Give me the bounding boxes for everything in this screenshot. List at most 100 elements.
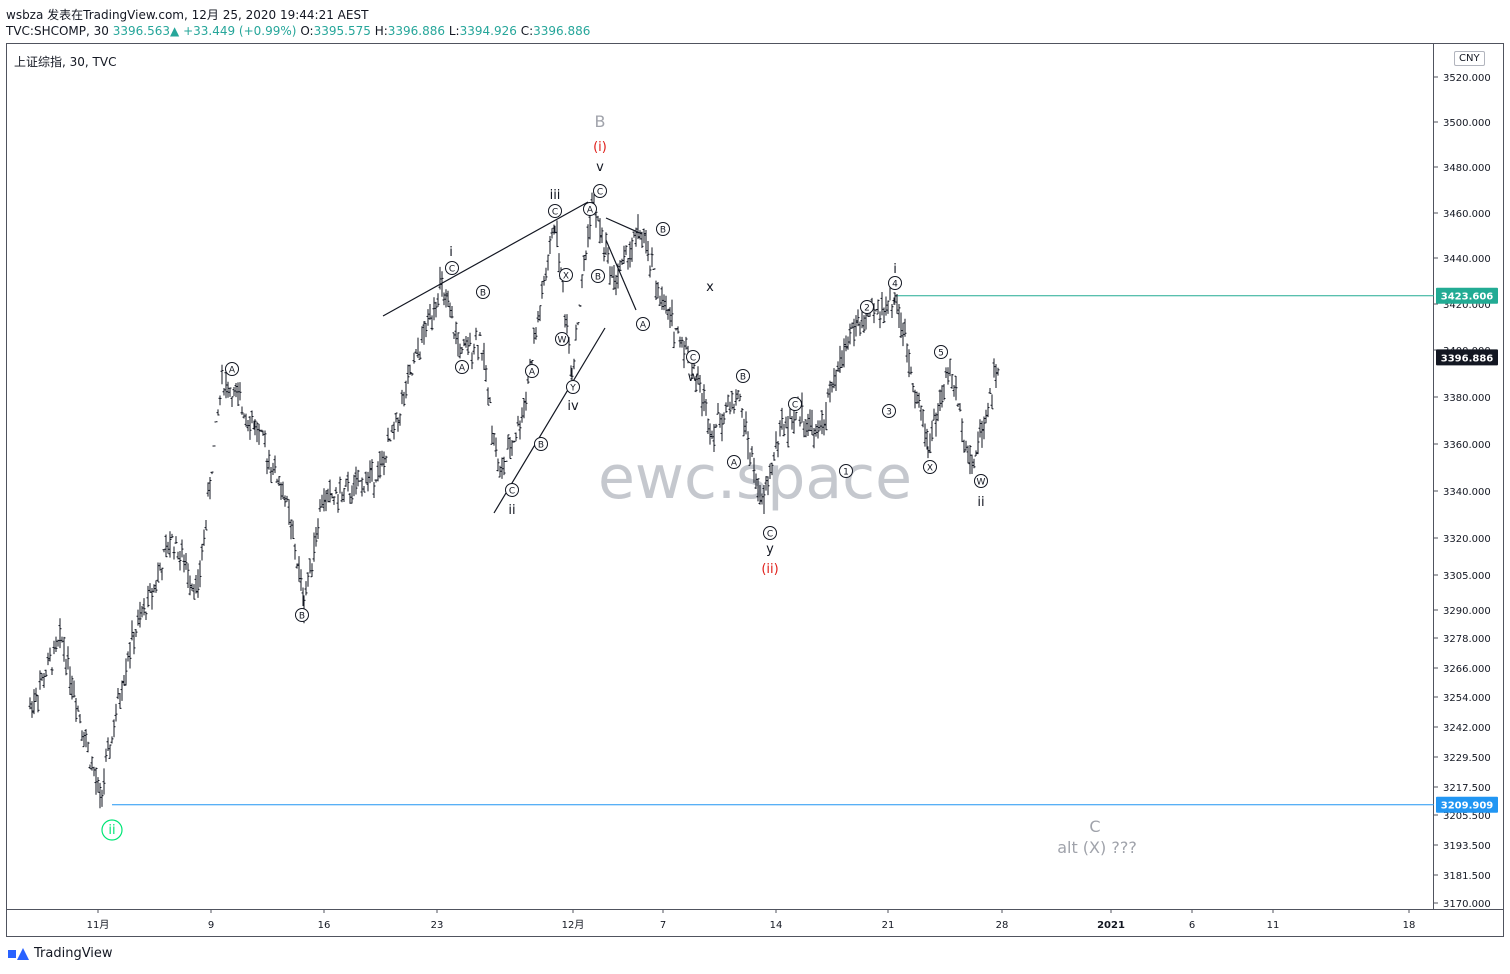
- x-tick-label: 16: [318, 920, 331, 931]
- circled-label-ring: [295, 608, 309, 622]
- price-tags: 3423.606 3396.886 3209.909: [1436, 287, 1498, 813]
- wave-label: (i): [593, 140, 607, 155]
- wave-label: ii: [508, 503, 515, 518]
- circled-label-ring: [839, 464, 853, 478]
- wave-label: alt (X) ???: [1057, 838, 1137, 857]
- wave-label: x: [706, 280, 714, 295]
- price-tag-box: [1436, 287, 1498, 304]
- circled-label-ring: [583, 202, 597, 216]
- trend-line: [605, 217, 643, 235]
- x-tick-label: 11月: [87, 919, 110, 931]
- y-tick-label: 3278.000: [1443, 634, 1491, 645]
- circled-label: B: [595, 273, 601, 283]
- wave-label: ii: [977, 495, 984, 510]
- price-axis[interactable]: [1434, 43, 1504, 910]
- wave-label: B: [595, 112, 606, 131]
- circled-label-ring: [505, 483, 519, 497]
- circled-label-ring: [763, 526, 777, 540]
- x-tick-label: 7: [660, 920, 666, 931]
- circled-label: 4: [892, 280, 898, 290]
- y-tick-label: 3460.000: [1443, 209, 1491, 220]
- x-tick-label: 18: [1403, 920, 1416, 931]
- circled-label-ring: [445, 261, 459, 275]
- wave-label: C: [1089, 817, 1100, 836]
- price-tag-label: 3209.909: [1441, 801, 1494, 812]
- circled-label: C: [509, 487, 515, 497]
- wave-label: y: [766, 542, 774, 557]
- circled-label: X: [563, 272, 569, 282]
- trend-line: [382, 201, 589, 317]
- publish-info: wsbza 发表在TradingView.com, 12月 25, 2020 1…: [6, 8, 369, 22]
- circled-label: C: [449, 265, 455, 275]
- circled-label: 3: [886, 408, 892, 418]
- wave-label: i: [449, 245, 453, 260]
- y-tick-label: 3290.000: [1443, 606, 1491, 617]
- circled-label: C: [792, 401, 798, 411]
- circled-label: A: [640, 321, 647, 331]
- circled-label: 5: [938, 349, 944, 359]
- circled-label: B: [740, 373, 746, 383]
- y-tick-label: 3217.500: [1443, 783, 1491, 794]
- circled-label: Y: [569, 384, 576, 394]
- x-tick-label: 23: [431, 920, 444, 931]
- x-tick-label: 9: [208, 920, 214, 931]
- circled-label-ring: [566, 380, 580, 394]
- circled-label-ring: [455, 360, 469, 374]
- time-axis[interactable]: [6, 909, 1504, 937]
- currency-button[interactable]: CNY: [1454, 51, 1485, 66]
- y-tick-label: 3181.500: [1443, 871, 1491, 882]
- y-tick-label: 3440.000: [1443, 254, 1491, 265]
- up-arrow-icon: ▲: [170, 24, 180, 38]
- circled-label: C: [552, 208, 558, 218]
- wave-label: v: [596, 160, 604, 175]
- x-tick-label: 14: [770, 920, 783, 931]
- circled-label: B: [299, 612, 305, 622]
- y-tick-label: 3420.000: [1443, 300, 1491, 311]
- x-tick-label: 6: [1189, 920, 1195, 931]
- change-value: +33.449 (+0.99%): [183, 24, 297, 38]
- wave-label: w: [688, 370, 699, 385]
- circled-label-ring: [555, 332, 569, 346]
- circled-label-ring: [860, 300, 874, 314]
- y-tick-label: 3193.500: [1443, 841, 1491, 852]
- y-tick-label: 3320.000: [1443, 534, 1491, 545]
- low-label: L:: [448, 24, 460, 38]
- circled-label: A: [459, 364, 466, 374]
- circled-label: C: [690, 354, 696, 364]
- circled-label-ring: [591, 269, 605, 283]
- y-tick-label: 3380.000: [1443, 393, 1491, 404]
- trend-line: [493, 327, 606, 514]
- circled-label-ring: [225, 362, 239, 376]
- ohlc-bar: TVC:SHCOMP, 30 3396.563▲ +33.449 (+0.99%…: [6, 24, 590, 38]
- brand-label: TradingView: [34, 946, 113, 961]
- circled-label-ring: [476, 285, 490, 299]
- y-axis-ticks: 3520.000 3500.000 3480.000 3460.000 3440.000…: [1434, 73, 1491, 910]
- circled-label: X: [927, 464, 933, 474]
- circled-label-ring: [974, 474, 988, 488]
- symbol-legend: 上证综指, 30, TVC: [14, 55, 117, 69]
- circled-label: A: [731, 459, 738, 469]
- circled-label: W: [558, 336, 567, 346]
- x-tick-label: 11: [1267, 920, 1280, 931]
- circled-label: B: [660, 226, 666, 236]
- wave-label: iii: [550, 188, 561, 203]
- tradingview-logo-icon: [8, 947, 30, 960]
- ohlc-bars: [28, 192, 1000, 809]
- price-tag-label: 3423.606: [1441, 292, 1494, 303]
- x-tick-label: 28: [996, 920, 1009, 931]
- y-tick-label: 3266.000: [1443, 664, 1491, 675]
- y-tick-label: 3242.000: [1443, 723, 1491, 734]
- circled-label-ring: [888, 276, 902, 290]
- y-tick-label: 3500.000: [1443, 118, 1491, 129]
- circled-label-ring: [559, 268, 573, 282]
- wave-label: (ii): [761, 562, 778, 577]
- x-axis-ticks: 11月 9 16 23 12月 7 14 21 28 2021 6 11 18: [87, 909, 1416, 931]
- circled-label: B: [480, 289, 486, 299]
- circled-label: A: [587, 206, 594, 216]
- circled-label: B: [538, 441, 544, 451]
- circled-label-ring: [525, 364, 539, 378]
- tradingview-brand[interactable]: TradingView: [8, 946, 113, 961]
